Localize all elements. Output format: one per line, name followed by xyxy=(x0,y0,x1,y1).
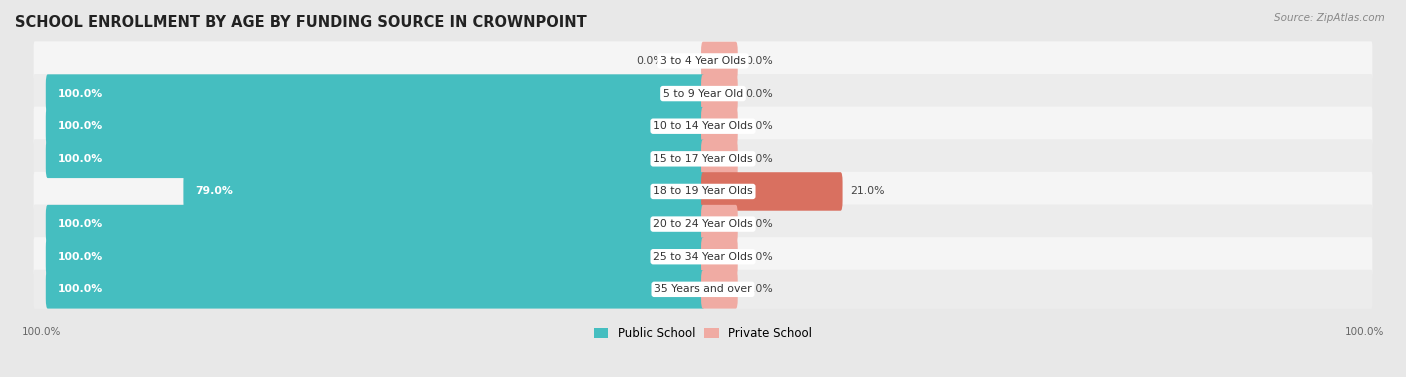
FancyBboxPatch shape xyxy=(702,74,738,113)
FancyBboxPatch shape xyxy=(702,172,842,211)
FancyBboxPatch shape xyxy=(702,107,738,146)
Text: 100.0%: 100.0% xyxy=(1346,327,1385,337)
Text: 100.0%: 100.0% xyxy=(21,327,60,337)
FancyBboxPatch shape xyxy=(34,139,1372,178)
FancyBboxPatch shape xyxy=(702,139,738,178)
Text: 100.0%: 100.0% xyxy=(58,89,103,98)
Text: 0.0%: 0.0% xyxy=(745,56,773,66)
Text: 0.0%: 0.0% xyxy=(636,56,664,66)
FancyBboxPatch shape xyxy=(34,41,1372,81)
Text: 100.0%: 100.0% xyxy=(58,284,103,294)
Text: 3 to 4 Year Olds: 3 to 4 Year Olds xyxy=(659,56,747,66)
Text: 5 to 9 Year Old: 5 to 9 Year Old xyxy=(662,89,744,98)
FancyBboxPatch shape xyxy=(702,205,738,243)
Text: Source: ZipAtlas.com: Source: ZipAtlas.com xyxy=(1274,13,1385,23)
Text: 0.0%: 0.0% xyxy=(745,219,773,229)
FancyBboxPatch shape xyxy=(702,238,738,276)
FancyBboxPatch shape xyxy=(702,270,738,309)
FancyBboxPatch shape xyxy=(34,237,1372,276)
FancyBboxPatch shape xyxy=(702,42,738,80)
Text: 20 to 24 Year Olds: 20 to 24 Year Olds xyxy=(654,219,752,229)
Text: 18 to 19 Year Olds: 18 to 19 Year Olds xyxy=(654,187,752,196)
Text: 100.0%: 100.0% xyxy=(58,252,103,262)
FancyBboxPatch shape xyxy=(34,74,1372,113)
Text: 21.0%: 21.0% xyxy=(851,187,884,196)
Text: 79.0%: 79.0% xyxy=(195,187,233,196)
FancyBboxPatch shape xyxy=(46,74,704,113)
Text: 100.0%: 100.0% xyxy=(58,154,103,164)
FancyBboxPatch shape xyxy=(46,238,704,276)
FancyBboxPatch shape xyxy=(46,139,704,178)
FancyBboxPatch shape xyxy=(34,270,1372,309)
Text: 0.0%: 0.0% xyxy=(745,252,773,262)
Text: 0.0%: 0.0% xyxy=(745,284,773,294)
FancyBboxPatch shape xyxy=(46,270,704,309)
Text: 0.0%: 0.0% xyxy=(745,121,773,131)
FancyBboxPatch shape xyxy=(46,205,704,243)
FancyBboxPatch shape xyxy=(34,172,1372,211)
Text: 35 Years and over: 35 Years and over xyxy=(654,284,752,294)
FancyBboxPatch shape xyxy=(34,204,1372,244)
FancyBboxPatch shape xyxy=(34,107,1372,146)
FancyBboxPatch shape xyxy=(183,172,704,211)
FancyBboxPatch shape xyxy=(46,107,704,146)
Text: 0.0%: 0.0% xyxy=(745,89,773,98)
Text: 25 to 34 Year Olds: 25 to 34 Year Olds xyxy=(654,252,752,262)
Legend: Public School, Private School: Public School, Private School xyxy=(589,322,817,345)
Text: 0.0%: 0.0% xyxy=(745,154,773,164)
Text: 15 to 17 Year Olds: 15 to 17 Year Olds xyxy=(654,154,752,164)
Text: 10 to 14 Year Olds: 10 to 14 Year Olds xyxy=(654,121,752,131)
Text: 100.0%: 100.0% xyxy=(58,219,103,229)
Text: SCHOOL ENROLLMENT BY AGE BY FUNDING SOURCE IN CROWNPOINT: SCHOOL ENROLLMENT BY AGE BY FUNDING SOUR… xyxy=(15,15,586,30)
Text: 100.0%: 100.0% xyxy=(58,121,103,131)
